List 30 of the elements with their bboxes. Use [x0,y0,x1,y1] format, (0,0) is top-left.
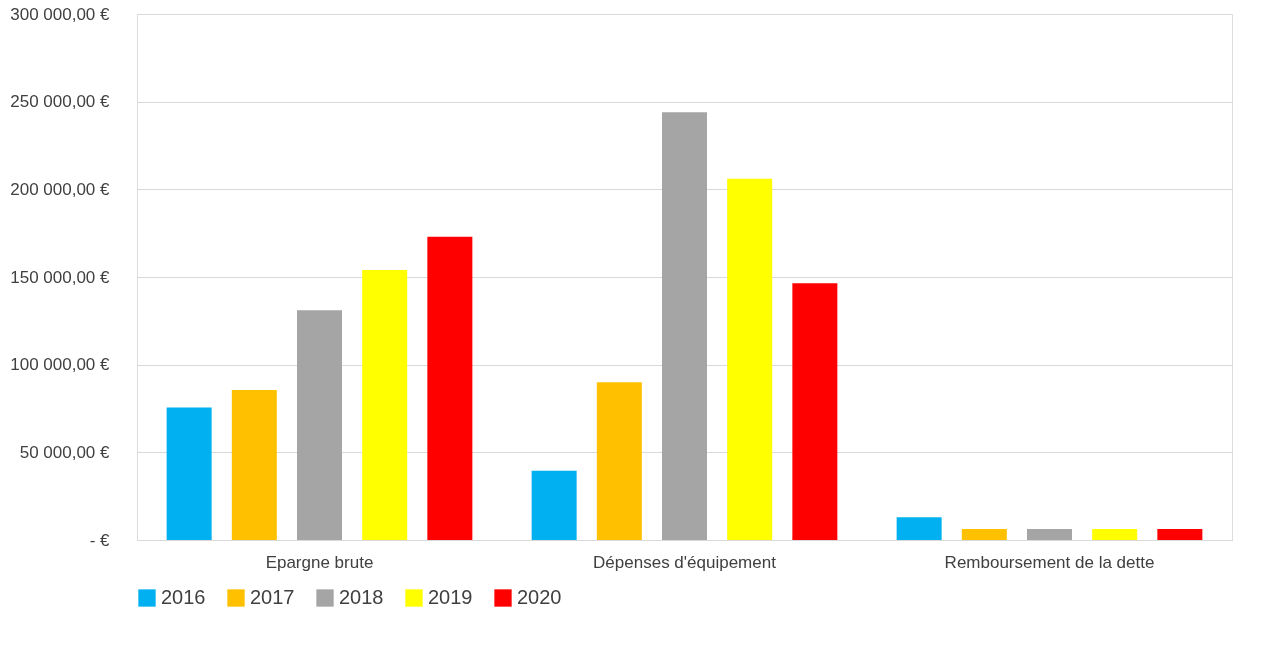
y-tick-label: 250 000,00 € [10,92,111,112]
y-tick-label: 100 000,00 € [10,355,111,375]
y-tick-label: - € [89,530,111,550]
legend-label: 2020 [517,586,562,608]
bar [1092,528,1138,540]
legend-label: 2019 [428,586,473,608]
legend-label: 2018 [339,586,384,608]
y-tick-label: 300 000,00 € [10,4,111,24]
y-tick-label: 150 000,00 € [10,267,111,287]
bar [1027,528,1072,540]
bar [896,517,942,540]
bar [961,528,1007,540]
legend-label: 2016 [161,586,206,608]
bar [727,178,773,540]
bar [297,310,342,540]
x-tick-label: Epargne brute [265,552,374,572]
bar [427,236,473,540]
legend-label: 2017 [250,586,295,608]
bar [362,269,408,540]
y-tick-label: 200 000,00 € [10,179,111,199]
x-tick-label: Dépenses d'équipement [593,552,777,572]
bar [596,382,642,540]
bar [792,283,838,540]
bar [531,470,577,540]
bar [1157,528,1203,540]
x-tick-label: Remboursement de la dette [944,552,1155,572]
bar [662,112,707,540]
y-tick-label: 50 000,00 € [19,442,111,462]
bar [231,390,277,540]
bar [166,407,212,540]
